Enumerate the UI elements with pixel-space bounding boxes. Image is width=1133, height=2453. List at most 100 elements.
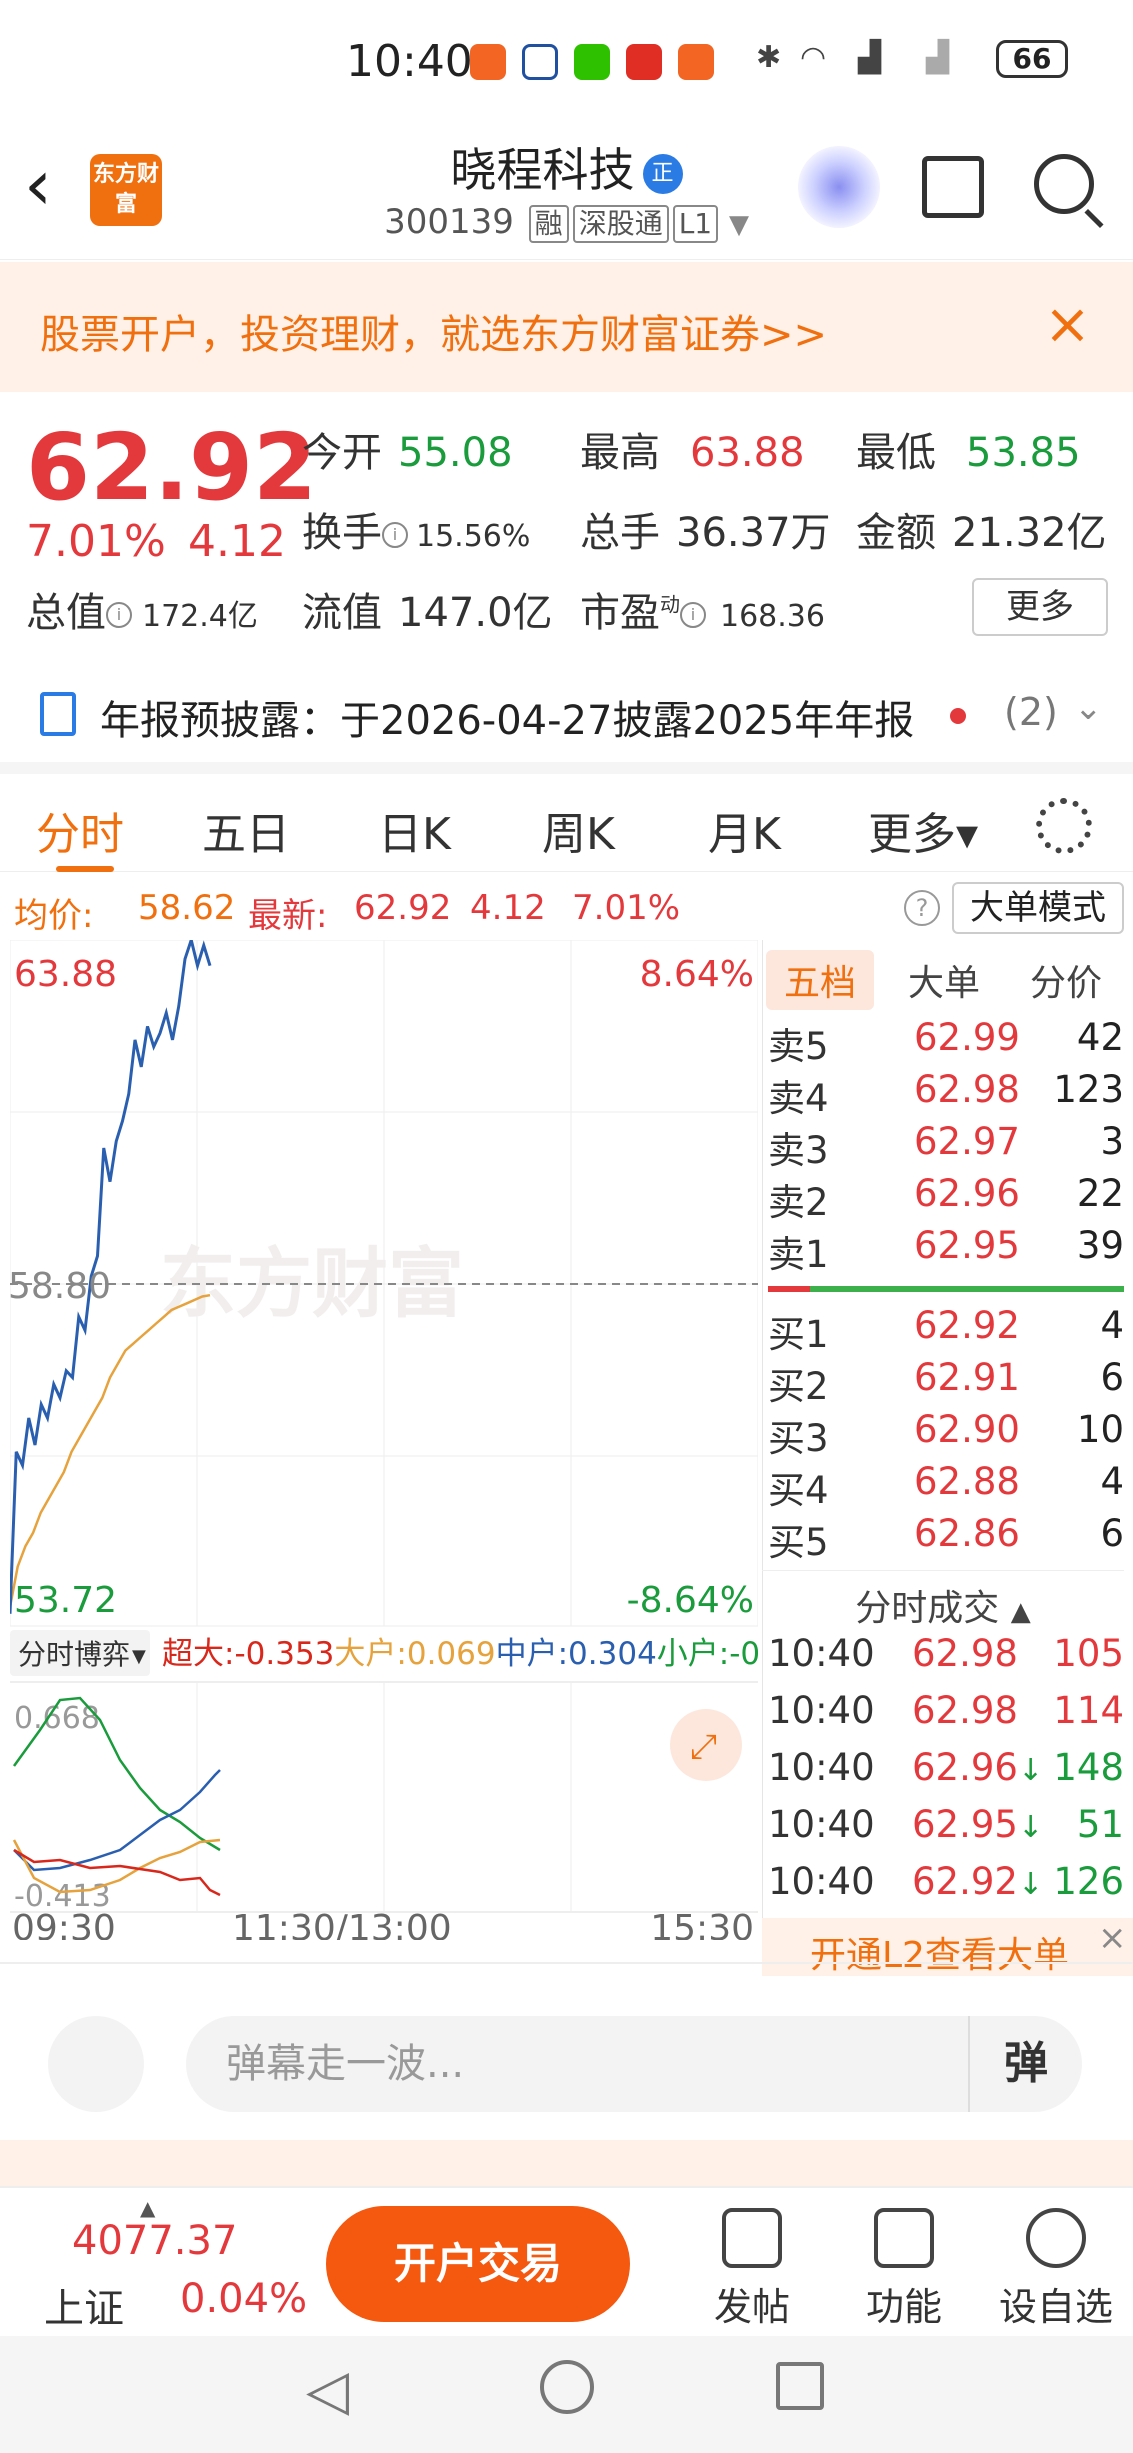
ask-level: 卖4 — [768, 1077, 829, 1120]
promo-strip — [0, 2140, 1133, 2190]
nav-recent-icon[interactable] — [776, 2362, 824, 2410]
ask-row: 卖3 62.97 3 — [762, 1120, 1124, 1172]
share-icon[interactable] — [922, 156, 984, 218]
tab-big-orders[interactable]: 大单 — [908, 963, 981, 1004]
stock-code-row[interactable]: 300139 融深股通 L1 ▼ — [0, 202, 1133, 243]
tab-more[interactable]: 更多▾ — [868, 809, 979, 860]
ask-level: 卖1 — [768, 1233, 829, 1276]
ask-price: 62.98 — [914, 1068, 1020, 1111]
promo-banner[interactable]: 股票开户，投资理财，就选东方财富证券>> × — [0, 262, 1133, 392]
ask-row: 卖4 62.98 123 — [762, 1068, 1124, 1120]
buy-sell-ratio-bar — [768, 1286, 1124, 1292]
danmaku-send-button[interactable]: 弹 — [968, 2016, 1082, 2112]
tag-level: L1 — [672, 205, 719, 243]
status-bar: 10:40 ✱ ◠ ▟ ▟ 66 — [0, 0, 1133, 120]
add-watchlist-button[interactable]: 设自选 — [996, 2200, 1116, 2331]
help-icon[interactable]: ? — [904, 890, 940, 926]
expand-icon[interactable]: ⤢ — [690, 1727, 717, 1767]
bid-price: 62.91 — [914, 1356, 1020, 1399]
index-value[interactable]: 4077.37 — [72, 2218, 238, 2264]
stock-header: ‹ 东方财富 晓程科技正 300139 融深股通 L1 ▼ — [0, 120, 1133, 260]
trade-time: 10:40 — [768, 1632, 875, 1675]
bid-qty: 6 — [1100, 1356, 1124, 1399]
gear-icon[interactable] — [1036, 798, 1092, 854]
tab-five-day[interactable]: 五日 — [202, 809, 290, 860]
ask-level: 卖5 — [768, 1025, 829, 1068]
ask-price: 62.95 — [914, 1224, 1020, 1267]
tab-price-dist[interactable]: 分价 — [1030, 963, 1103, 1004]
tab-daily-k[interactable]: 日K — [378, 809, 451, 860]
more-dots-icon — [1026, 2208, 1086, 2268]
l2-promo-text[interactable]: 开通L2查看大单 — [810, 1935, 1069, 1976]
danmaku-input[interactable]: 弹幕走一波... — [186, 2016, 1082, 2112]
index-change[interactable]: 0.04% — [180, 2276, 308, 2322]
tab-weekly-k[interactable]: 周K — [542, 809, 615, 860]
expand-button[interactable] — [670, 1709, 742, 1781]
trade-volume: 126 — [1053, 1860, 1124, 1903]
avg-label: 均价: — [14, 896, 94, 936]
trade-row: 10:40 62.98 105 — [762, 1632, 1124, 1688]
ask-qty: 42 — [1076, 1016, 1124, 1059]
trades-header[interactable]: 分时成交 ▲ — [762, 1570, 1124, 1631]
down-arrow-icon: ↓ — [1017, 1753, 1044, 1788]
change-percent: 7.01% — [26, 516, 166, 567]
ai-assistant-icon[interactable] — [798, 146, 880, 228]
super-large-line — [13, 1848, 221, 1897]
index-name[interactable]: 上证 — [44, 2286, 124, 2332]
system-nav-bar: ◁ — [0, 2336, 1133, 2453]
wechat-icon — [574, 44, 610, 80]
nav-home-icon[interactable] — [540, 2360, 594, 2414]
search-icon[interactable] — [1034, 154, 1094, 214]
amount-cell: 金额 21.32亿 — [856, 510, 1107, 556]
banner-text[interactable]: 股票开户，投资理财，就选东方财富证券>> — [40, 312, 828, 358]
tab-level5[interactable]: 五档 — [766, 950, 875, 1010]
tab-monthly-k[interactable]: 月K — [708, 809, 781, 860]
ask-qty: 3 — [1100, 1120, 1124, 1163]
back-arrow-icon[interactable]: ‹ — [24, 144, 52, 226]
app-notification-icon — [678, 44, 714, 80]
bid-qty: 6 — [1100, 1512, 1124, 1555]
grid-icon — [874, 2208, 934, 2268]
trade-volume: 148 — [1053, 1746, 1124, 1789]
nav-back-icon[interactable]: ◁ — [306, 2358, 350, 2423]
intraday-chart[interactable]: 东方财富 63.88 58.80 53.72 8.64% -8.64% 分时博弈… — [8, 934, 829, 1949]
pe-cell: 市盈动 i 168.36 — [580, 590, 825, 636]
mid-investor-line — [13, 1769, 221, 1872]
trade-price: 62.98 — [912, 1632, 1018, 1675]
bid-level: 买1 — [768, 1313, 829, 1356]
intraday-chart-svg[interactable]: 东方财富 63.88 58.80 53.72 8.64% -8.64% 分时博弈… — [8, 934, 829, 1949]
notice-row[interactable]: 年报预披露：于2026-04-27披露2025年年报 (2) ⌄ — [0, 672, 1133, 756]
bid-price: 62.90 — [914, 1408, 1020, 1451]
app-notification-icon — [470, 44, 506, 80]
change-pct: 7.01% — [572, 888, 681, 928]
notice-text[interactable]: 年报预披露：于2026-04-27披露2025年年报 — [100, 698, 915, 744]
close-icon[interactable]: × — [1098, 1918, 1127, 1958]
large-investor-line — [12, 1838, 221, 1894]
tab-intraday[interactable]: 分时 — [36, 809, 124, 860]
change-amount: 4.12 — [188, 516, 286, 567]
big-order-mode-button[interactable]: 大单模式 — [952, 882, 1124, 934]
close-icon[interactable]: × — [1044, 292, 1091, 357]
danmaku-settings-icon[interactable] — [48, 2016, 144, 2112]
trade-price: 62.98 — [912, 1689, 1018, 1732]
post-button[interactable]: 发帖 — [692, 2200, 812, 2331]
indicator-selector-label[interactable]: 分时博弈 — [18, 1638, 130, 1671]
l2-promo[interactable]: 开通L2查看大单 × — [762, 1918, 1133, 1976]
volume-cell: 总手 36.37万 — [580, 510, 831, 556]
unread-dot — [950, 708, 966, 724]
x-label-open: 09:30 — [12, 1908, 116, 1940]
avg-price-line — [8, 1293, 211, 1608]
change-value: 4.12 — [470, 888, 546, 928]
bid-row: 买5 62.86 6 — [762, 1512, 1124, 1564]
bid-price: 62.88 — [914, 1460, 1020, 1503]
eastmoney-logo[interactable]: 东方财富 — [90, 154, 162, 226]
indicator-selector[interactable] — [10, 1630, 150, 1676]
functions-button[interactable]: 功能 — [844, 2200, 964, 2331]
trade-time: 10:40 — [768, 1746, 875, 1789]
bid-row: 买4 62.88 4 — [762, 1460, 1124, 1512]
chevron-down-icon[interactable]: ⌄ — [1074, 688, 1103, 728]
more-button[interactable]: 更多 — [972, 578, 1108, 636]
indicator-legend: 超大:-0.353大户:0.069中户:0.304小户:-0.019 — [162, 1636, 758, 1672]
trade-price: 62.96↓ — [912, 1746, 1044, 1789]
open-account-trade-button[interactable]: 开户交易 — [326, 2206, 630, 2322]
